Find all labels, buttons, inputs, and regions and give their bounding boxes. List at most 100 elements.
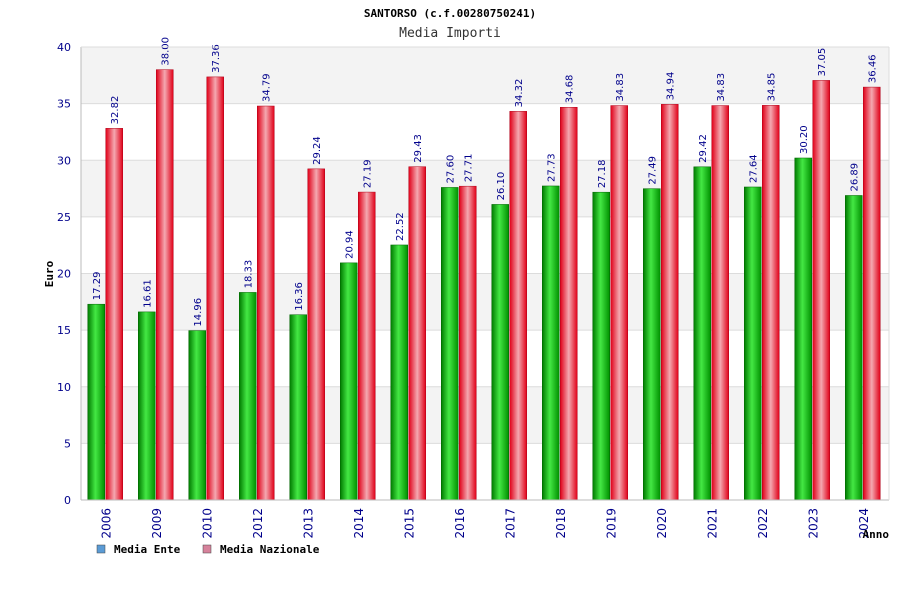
y-tick-label: 15	[57, 324, 71, 337]
bar-media-ente	[441, 187, 459, 501]
bar-media-ente	[340, 262, 358, 501]
bar-media-nazionale	[307, 168, 325, 501]
x-axis-ticks: 2006 2009 2010 2012 2013 2014 2015 2016 2017 2018…	[99, 508, 871, 539]
x-tick-label: 2016	[453, 508, 467, 539]
bar-media-ente	[744, 186, 762, 501]
y-tick-label: 30	[57, 154, 71, 167]
bar-value-label: 27.49	[648, 156, 659, 185]
bar-value-label: 30.20	[799, 125, 810, 154]
x-tick-label: 2012	[251, 508, 265, 539]
bar-value-label: 34.68	[565, 75, 576, 104]
x-tick-label: 2023	[806, 508, 820, 539]
y-axis-ticks: 0 5 10 15 20 25 30 35 40	[57, 41, 71, 507]
chart-subtitle: Media Importi	[399, 26, 501, 41]
x-tick-label: 2018	[554, 508, 568, 539]
bar-value-label: 27.60	[446, 155, 457, 184]
bar-media-nazionale	[156, 69, 174, 501]
bar-media-nazionale	[105, 128, 123, 501]
bar-media-ente	[491, 204, 509, 501]
bar-media-nazionale	[560, 106, 578, 501]
bar-media-nazionale	[408, 166, 426, 501]
bar-value-label: 18.33	[244, 260, 255, 289]
bar-value-label: 36.46	[868, 54, 879, 83]
bar-value-label: 37.05	[817, 48, 828, 77]
bar-media-ente	[289, 314, 307, 501]
bar-media-nazionale	[863, 86, 881, 501]
bar-value-label: 17.29	[92, 272, 103, 301]
y-tick-label: 40	[57, 41, 71, 54]
bar-media-nazionale	[257, 105, 275, 501]
bar-media-ente	[188, 330, 206, 501]
bar-media-nazionale	[358, 191, 376, 501]
bar-value-label: 29.42	[698, 134, 709, 163]
x-tick-label: 2020	[655, 508, 669, 539]
chart-title: SANTORSO (c.f.00280750241)	[364, 7, 536, 20]
legend-swatch-media-ente	[96, 544, 106, 554]
y-tick-label: 20	[57, 268, 71, 281]
axes	[80, 46, 890, 501]
y-axis-label: Euro	[43, 260, 56, 287]
x-tick-label: 2014	[352, 508, 366, 539]
bar-value-label: 34.94	[666, 72, 677, 101]
bar-media-ente	[390, 244, 408, 501]
bar-value-label: 34.83	[615, 73, 626, 102]
legend-swatch-media-nazionale	[202, 544, 212, 554]
x-tick-label: 2019	[604, 508, 618, 539]
bar-value-label: 32.82	[110, 96, 121, 125]
bar-media-ente	[794, 157, 812, 501]
y-tick-label: 10	[57, 381, 71, 394]
bar-value-label: 34.83	[716, 73, 727, 102]
legend-label-media-ente: Media Ente	[114, 543, 181, 556]
x-tick-label: 2024	[857, 508, 871, 539]
bar-value-label: 20.94	[345, 230, 356, 259]
y-tick-label: 5	[64, 437, 71, 450]
bar-value-label: 27.19	[363, 159, 374, 188]
bar-media-ente	[542, 185, 560, 501]
bar-value-label: 26.10	[496, 172, 507, 201]
bar-value-label: 27.71	[464, 154, 475, 183]
bar-value-label: 14.96	[193, 298, 204, 327]
bar-media-nazionale	[509, 111, 527, 501]
bar-media-ente	[239, 292, 257, 501]
bar-value-label: 34.79	[262, 73, 273, 102]
bar-media-ente	[138, 311, 156, 501]
y-tick-label: 0	[64, 494, 71, 507]
bar-value-label: 27.73	[547, 153, 558, 182]
bar-value-label: 22.52	[395, 212, 406, 241]
bar-value-label: 27.64	[749, 154, 760, 183]
y-tick-label: 35	[57, 98, 71, 111]
bar-media-ente	[845, 195, 863, 501]
x-tick-label: 2017	[503, 508, 517, 539]
bar-value-label: 27.18	[597, 160, 608, 189]
x-tick-label: 2022	[756, 508, 770, 539]
x-tick-label: 2009	[150, 508, 164, 539]
bar-media-ente	[693, 166, 711, 501]
bar-media-ente	[592, 191, 610, 501]
bar-value-label: 16.61	[143, 279, 154, 308]
bar-media-nazionale	[812, 80, 830, 501]
bar-media-nazionale	[762, 105, 780, 501]
bar-value-label: 37.36	[211, 44, 222, 73]
x-tick-label: 2015	[402, 508, 416, 539]
bar-value-label: 34.32	[514, 79, 525, 108]
bar-media-ente	[643, 188, 661, 501]
bar-media-nazionale	[610, 105, 628, 501]
x-tick-label: 2006	[99, 508, 113, 539]
bar-media-nazionale	[711, 105, 729, 501]
x-tick-label: 2010	[200, 508, 214, 539]
bar-value-label: 29.43	[413, 134, 424, 163]
bar-media-ente	[87, 303, 105, 501]
bar-value-label: 34.85	[767, 73, 778, 102]
x-tick-label: 2021	[705, 508, 719, 539]
bar-media-nazionale	[206, 76, 224, 501]
y-tick-label: 25	[57, 211, 71, 224]
bar-value-label: 26.89	[850, 163, 861, 192]
bars: 17.29 32.82 16.61 38.00 14.96 37.36 18.33 34.79…	[87, 37, 881, 501]
bar-media-nazionale	[661, 104, 679, 501]
legend-label-media-nazionale: Media Nazionale	[220, 543, 320, 556]
bar-value-label: 29.24	[312, 136, 323, 165]
bar-value-label: 16.36	[294, 282, 305, 311]
x-axis-label: Anno	[863, 528, 890, 541]
bar-media-nazionale	[459, 185, 477, 501]
